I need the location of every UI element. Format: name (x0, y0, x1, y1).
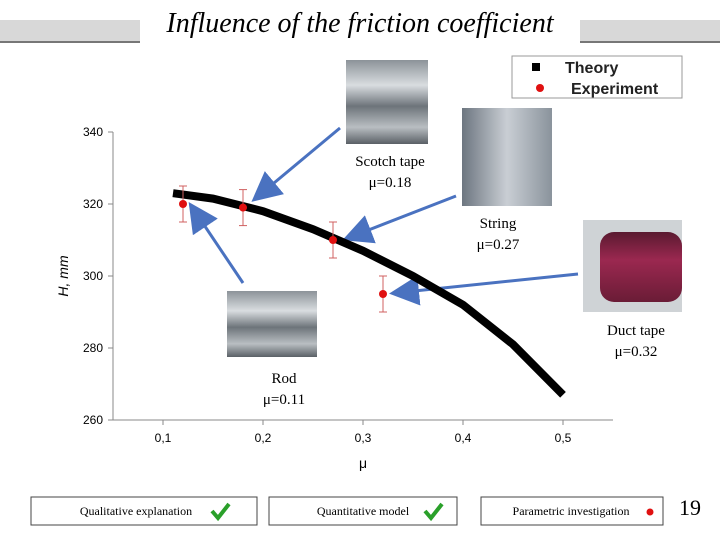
footer-box (30, 496, 258, 526)
experiment-point (239, 203, 247, 212)
y-tick-label: 320 (83, 197, 103, 211)
y-tick-label: 300 (83, 269, 103, 283)
slide-title: Influence of the friction coefficient (165, 8, 554, 39)
theory-line (172, 189, 566, 398)
check (423, 502, 444, 522)
annotation: Duct tape (607, 323, 665, 339)
x-tick-label: 0,1 (155, 431, 172, 445)
photo-rod (227, 291, 317, 357)
experiment-point (329, 236, 337, 244)
status-dot (646, 508, 654, 516)
annotation: String (480, 216, 517, 232)
legend-label: Experiment (571, 81, 659, 98)
y-tick-label: 280 (83, 341, 103, 355)
x-tick-label: 0,5 (555, 431, 572, 445)
y-tick-label: 260 (83, 413, 103, 427)
x-tick-label: 0,3 (355, 431, 372, 445)
page-number: 19 (679, 495, 701, 520)
footer-box (480, 496, 664, 526)
annotation: μ=0.18 (369, 175, 412, 191)
y-tick-label: 340 (83, 125, 103, 139)
annotation: Rod (271, 371, 297, 387)
annotation: Scotch tape (355, 154, 425, 170)
annotation: μ=0.32 (615, 344, 658, 360)
legend-label: Theory (565, 60, 618, 77)
photo-string (462, 108, 552, 206)
x-axis-label: μ (359, 455, 367, 471)
annotation: μ=0.11 (263, 392, 305, 408)
x-tick-label: 0,4 (455, 431, 472, 445)
annotation: μ=0.27 (477, 237, 520, 253)
footer-label: Qualitative explanation (80, 504, 192, 518)
x-tick-label: 0,2 (255, 431, 272, 445)
photo-scotch (346, 60, 428, 144)
footer-label: Quantitative model (317, 504, 410, 518)
footer-label: Parametric investigation (513, 504, 630, 518)
legend-swatch (536, 84, 544, 92)
legend-swatch (532, 63, 540, 71)
arrows (188, 126, 579, 306)
photo-duct-tape (600, 232, 682, 302)
experiment-point (379, 290, 387, 298)
title-box (140, 4, 580, 44)
y-axis-label: H, mm (55, 255, 71, 297)
experiment-point (179, 200, 187, 208)
check (210, 502, 231, 522)
